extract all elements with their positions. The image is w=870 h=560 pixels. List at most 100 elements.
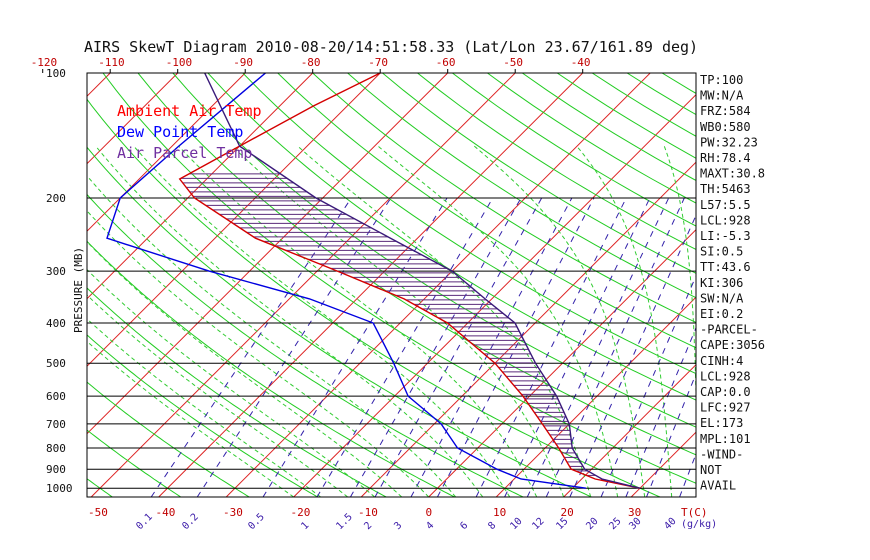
isotherm-line xyxy=(766,73,870,497)
mixing-ratio-line xyxy=(150,197,352,497)
plot-frame xyxy=(86,72,697,498)
top-temp-label: -110 xyxy=(98,56,125,69)
dry-adiabat-line xyxy=(242,73,696,375)
index-value: EI:0.2 xyxy=(700,307,743,321)
temperature-axis-bottom: -50 -40 -30 -20 -10 0 10 20 30 xyxy=(88,506,641,519)
index-value: MAXT:30.8 xyxy=(700,167,765,181)
mixing-ratio-label: 4 xyxy=(424,520,436,532)
chart-title: AIRS SkewT Diagram 2010-08-20/14:51:58.3… xyxy=(84,38,698,56)
index-value: PW:32.23 xyxy=(700,135,758,149)
index-value: LCL:928 xyxy=(700,213,751,227)
x-axis-label: T(C) xyxy=(681,506,708,519)
temperature-axis-top: -120 -110 -100 -90 -80 -70 -60 -50 -40 xyxy=(31,56,591,73)
index-value: CAP:0.0 xyxy=(700,385,751,399)
index-value: -PARCEL- xyxy=(700,323,758,337)
pressure-tick-label: 100 xyxy=(46,67,66,80)
legend-item: Air Parcel Temp xyxy=(117,144,252,162)
isotherm-line xyxy=(87,73,449,435)
mixing-ratio-grid xyxy=(150,197,696,497)
index-value: EL:173 xyxy=(700,416,743,430)
mixing-ratio-label: 0.2 xyxy=(180,512,201,533)
dry-adiabat-grid xyxy=(87,73,696,497)
moist-adiabat-line xyxy=(95,145,484,497)
dry-adiabat-line xyxy=(347,73,696,299)
index-value: MPL:101 xyxy=(700,432,751,446)
bottom-temp-label: -40 xyxy=(156,506,176,519)
mixing-ratio-label: 12 xyxy=(530,516,546,532)
dry-adiabat-line xyxy=(312,73,696,324)
top-temp-label: -90 xyxy=(233,56,253,69)
dry-adiabat-line xyxy=(87,146,592,497)
dry-adiabat-line xyxy=(87,98,661,497)
pressure-tick-label: 300 xyxy=(46,265,66,278)
top-temp-label: -40 xyxy=(571,56,591,69)
series-line xyxy=(178,73,641,489)
dry-adiabat-line xyxy=(87,193,524,497)
isotherm-line xyxy=(87,73,246,232)
legend-item: Ambient Air Temp xyxy=(117,102,262,120)
dry-adiabat-line xyxy=(452,73,696,227)
isotherm-line xyxy=(90,73,516,497)
mixing-ratio-label: 25 xyxy=(607,516,623,532)
dry-adiabat-line xyxy=(487,73,696,204)
isotherm-line xyxy=(87,73,111,97)
top-temp-label: -120 xyxy=(31,56,57,69)
index-value: MW:N/A xyxy=(700,89,744,103)
mixing-ratio-label: 1 xyxy=(299,520,311,532)
y-axis-label: PRESSURE (MB) xyxy=(72,247,85,333)
pressure-tick-label: 200 xyxy=(46,192,66,205)
dry-adiabat-line xyxy=(102,73,696,484)
top-temp-label: -70 xyxy=(368,56,388,69)
mixing-ratio-line xyxy=(475,197,627,497)
dry-adiabat-line xyxy=(207,73,696,401)
legend-item: Dew Point Temp xyxy=(117,123,243,141)
pressure-tick-label: 1000 xyxy=(46,482,73,495)
isotherm-line xyxy=(0,73,43,497)
index-value: RH:78.4 xyxy=(700,151,751,165)
index-value: L57:5.5 xyxy=(700,198,751,212)
bottom-temp-label: 10 xyxy=(493,506,506,519)
index-value: SI:0.5 xyxy=(700,245,743,259)
mixing-ratio-line xyxy=(374,197,543,497)
bottom-temp-label: 30 xyxy=(628,506,641,519)
moist-adiabat-line xyxy=(87,175,457,497)
index-value: WB0:580 xyxy=(700,120,751,134)
dry-adiabat-line xyxy=(87,287,387,497)
bottom-temp-label: -30 xyxy=(223,506,243,519)
dry-adiabat-line xyxy=(87,478,113,497)
dry-adiabat-line xyxy=(661,73,696,94)
series-line xyxy=(106,73,587,489)
mixing-ratio-label: 20 xyxy=(584,516,600,532)
isotherm-line xyxy=(87,73,314,300)
mixing-ratio-line xyxy=(436,197,595,497)
mixing-ratio-line xyxy=(262,197,448,497)
index-value: FRZ:584 xyxy=(700,104,751,118)
dry-adiabat-line xyxy=(87,334,318,497)
isotherm-line xyxy=(293,93,696,497)
moist-adiabat-line xyxy=(663,145,696,415)
isotherm-line xyxy=(563,363,696,497)
bottom-temp-label: -10 xyxy=(358,506,378,519)
dry-adiabat-line xyxy=(277,73,696,349)
isotherm-line xyxy=(495,296,696,497)
pressure-tick-label: 400 xyxy=(46,317,66,330)
bottom-temp-label: -20 xyxy=(291,506,311,519)
dry-adiabat-line xyxy=(417,73,696,251)
index-value: AVAIL xyxy=(700,479,736,493)
index-value: KI:306 xyxy=(700,276,743,290)
top-temp-label: -60 xyxy=(436,56,456,69)
pressure-axis: 100 200 300 400 500 600 700 800 900 1000 xyxy=(46,67,73,495)
dry-adiabat-line xyxy=(87,381,250,497)
moist-adiabat-line xyxy=(87,340,294,497)
top-temp-label: -80 xyxy=(301,56,321,69)
profile-series xyxy=(106,73,641,489)
mixing-ratio-label: 0.5 xyxy=(246,512,267,533)
isotherm-line xyxy=(87,73,179,165)
isotherm-line xyxy=(428,228,696,497)
pressure-tick-label: 900 xyxy=(46,463,66,476)
pressure-tick-label: 600 xyxy=(46,390,66,403)
dry-adiabat-line xyxy=(382,73,696,274)
index-value: LCL:928 xyxy=(700,369,751,383)
